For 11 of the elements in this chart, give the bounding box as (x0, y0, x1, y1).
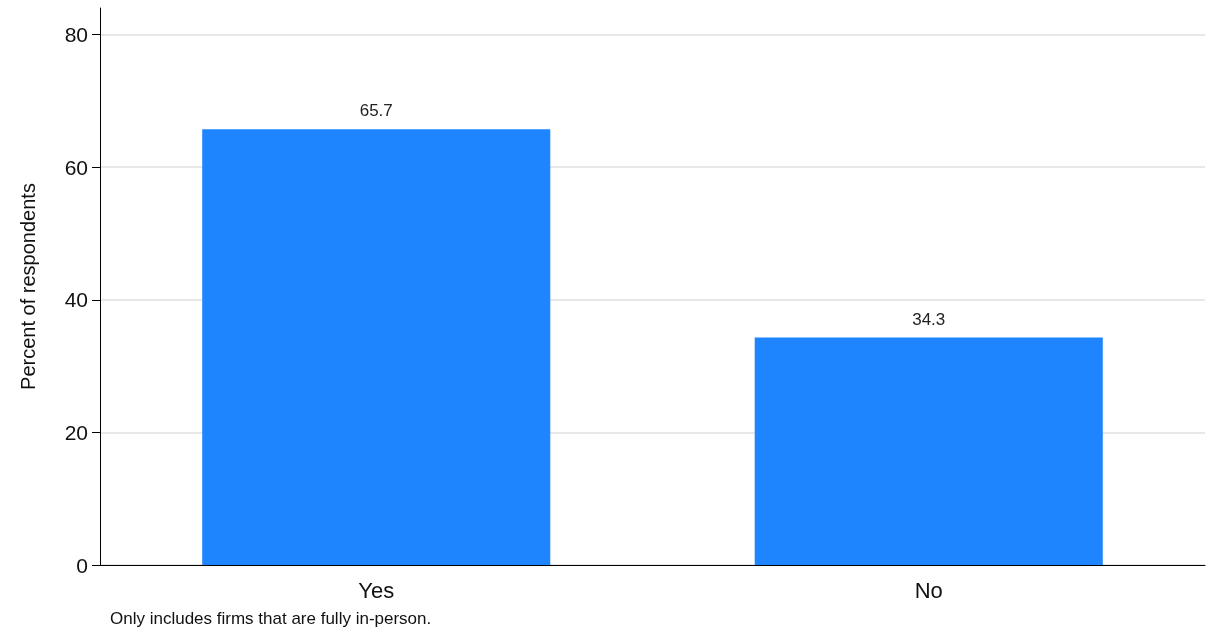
y-tick-label: 80 (64, 23, 88, 47)
text: Only includes firms that are fully in-person. (110, 609, 432, 628)
y-tick-label: 0 (76, 553, 88, 577)
x-tick-label: Yes (358, 577, 395, 603)
data-label: 34.3 (912, 309, 946, 329)
y-tick-label: 20 (64, 420, 88, 444)
y-tick-label: 60 (64, 155, 88, 179)
x-tick-label: No (914, 577, 943, 603)
y-tick-label: 40 (64, 288, 88, 312)
y-axis-title: Percent of respondents (17, 183, 39, 390)
data-label: 65.7 (359, 101, 393, 121)
